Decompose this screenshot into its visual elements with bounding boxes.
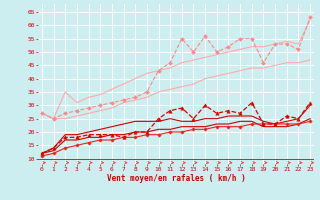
X-axis label: Vent moyen/en rafales ( km/h ): Vent moyen/en rafales ( km/h ) bbox=[107, 174, 245, 183]
